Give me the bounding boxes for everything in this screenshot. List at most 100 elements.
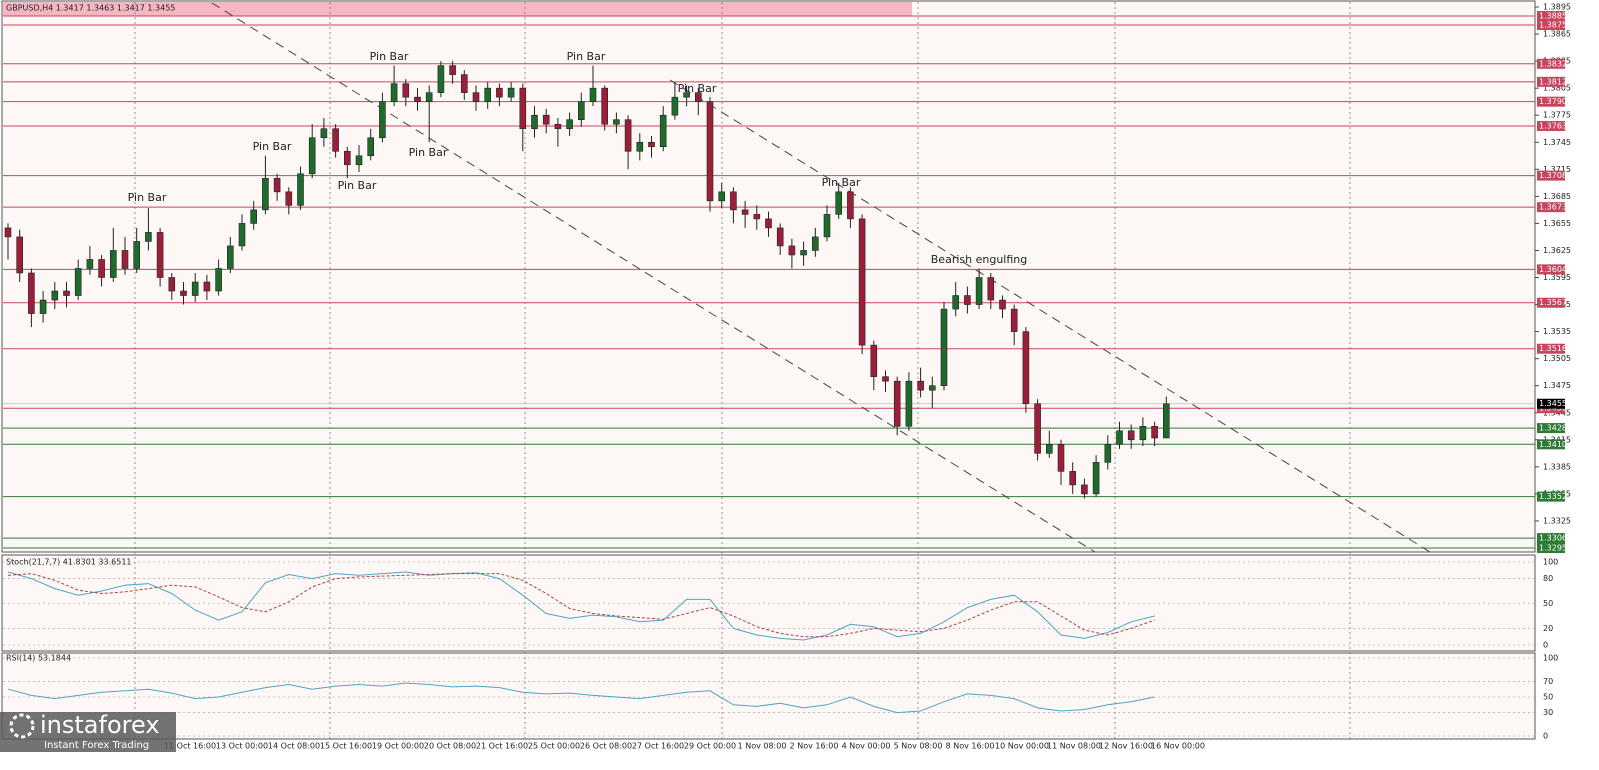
- current-price-box: [1537, 398, 1565, 409]
- y-tick-label: 1.3865: [1543, 30, 1571, 39]
- candle-body: [531, 114, 538, 130]
- candle-body: [765, 218, 772, 229]
- candle-body: [168, 277, 176, 292]
- y-tick-label: 0: [1543, 732, 1548, 741]
- candle-body: [835, 191, 843, 215]
- candle-body: [1151, 425, 1158, 439]
- x-tick-label: 27 Oct 16:00: [632, 742, 684, 751]
- candle-body: [51, 290, 59, 301]
- candle-body: [601, 87, 609, 125]
- candle-body: [788, 245, 796, 256]
- y-tick-label: 20: [1543, 624, 1553, 633]
- candle-body: [613, 119, 620, 125]
- candle-body: [928, 385, 936, 391]
- candle-body: [940, 308, 948, 386]
- level-label: 1.3790: [1539, 97, 1567, 106]
- y-tick-label: 1.3535: [1543, 327, 1571, 336]
- candle-body: [121, 250, 129, 269]
- level-label: 1.3428: [1539, 424, 1567, 433]
- rsi-panel: [1, 652, 1536, 740]
- candle-body: [98, 259, 105, 278]
- candle-body: [987, 277, 995, 301]
- level-box: [1537, 170, 1565, 181]
- annotation: Pin Bar: [253, 140, 292, 153]
- level-label: 1.3567: [1539, 298, 1567, 307]
- candle-body: [472, 92, 480, 102]
- candle-body: [741, 209, 749, 215]
- level-box: [1537, 11, 1565, 22]
- candle-body: [484, 87, 492, 102]
- main-panel: [1, 0, 1536, 553]
- candle-body: [776, 227, 784, 247]
- candle-body: [285, 191, 293, 206]
- candle-body: [1163, 403, 1170, 439]
- candle-body: [262, 178, 269, 211]
- candle-body: [320, 128, 328, 139]
- candle-body: [893, 380, 901, 427]
- x-tick-label: 15 Oct 16:00: [320, 742, 372, 751]
- x-tick-label: 11 Oct 16:00: [164, 742, 216, 751]
- candle-body: [227, 245, 234, 269]
- level-label: 1.3306: [1539, 534, 1567, 543]
- level-label: 1.3885: [1539, 12, 1567, 21]
- annotation: Pin Bar: [370, 50, 409, 63]
- candle-body: [694, 92, 702, 102]
- level-box: [1537, 202, 1565, 213]
- candle-body: [110, 250, 117, 278]
- indicator-line: [7, 682, 1155, 714]
- y-tick-label: 50: [1543, 599, 1553, 608]
- x-tick-label: 8 Nov 16:00: [946, 742, 995, 751]
- candle-body: [1057, 444, 1065, 472]
- candle-body: [554, 123, 562, 130]
- level-box: [1537, 423, 1565, 434]
- x-tick-label: 29 Oct 00:00: [684, 742, 736, 751]
- candle-body: [1069, 471, 1076, 486]
- y-tick-label: 1.3475: [1543, 381, 1571, 390]
- candle-body: [238, 223, 246, 247]
- candle-body: [683, 92, 690, 98]
- y-tick-label: 100: [1543, 558, 1558, 567]
- candle-body: [1116, 430, 1123, 445]
- candle-body: [1092, 462, 1100, 495]
- y-tick-label: 1.3505: [1543, 354, 1571, 363]
- level-box: [1537, 264, 1565, 275]
- candle-body: [332, 128, 339, 152]
- candle-body: [180, 290, 187, 296]
- logo-icon: [9, 713, 35, 739]
- candle-body: [367, 137, 375, 157]
- candle-body: [343, 150, 351, 166]
- candle-body: [74, 268, 82, 296]
- candle-body: [589, 87, 597, 102]
- y-tick-label: 80: [1543, 574, 1553, 583]
- annotation: Pin Bar: [128, 191, 167, 204]
- candle-body: [1081, 484, 1088, 495]
- candle-body: [952, 295, 960, 310]
- y-tick-label: 0: [1543, 641, 1548, 650]
- indicator-line: [7, 571, 1155, 641]
- annotation: Pin Bar: [822, 176, 861, 189]
- x-tick-label: 13 Oct 00:00: [216, 742, 268, 751]
- candle-body: [425, 92, 433, 102]
- candle-body: [4, 227, 12, 238]
- candle-body: [39, 299, 47, 314]
- x-tick-label: 11 Nov 08:00: [1047, 742, 1101, 751]
- y-tick-label: 50: [1543, 693, 1553, 702]
- candle-body: [507, 87, 515, 98]
- y-tick-label: 1.3385: [1543, 462, 1571, 471]
- level-box: [1537, 96, 1565, 107]
- level-box: [1537, 297, 1565, 308]
- stoch-panel: [1, 554, 1536, 652]
- level-label: 1.3763: [1539, 122, 1567, 131]
- candle-body: [1046, 444, 1053, 454]
- candle-body: [917, 380, 924, 391]
- candle-body: [156, 232, 164, 278]
- candle-body: [999, 299, 1006, 310]
- x-tick-label: 1 Nov 08:00: [738, 742, 787, 751]
- level-box: [1537, 121, 1565, 132]
- candle-body: [566, 119, 573, 130]
- chart-title: GBPUSD,H4 1.3417 1.3463 1.3417 1.3455: [6, 4, 175, 13]
- logo-bg: [0, 712, 176, 752]
- candle-body: [145, 232, 152, 242]
- y-tick-label: 1.3685: [1543, 192, 1571, 201]
